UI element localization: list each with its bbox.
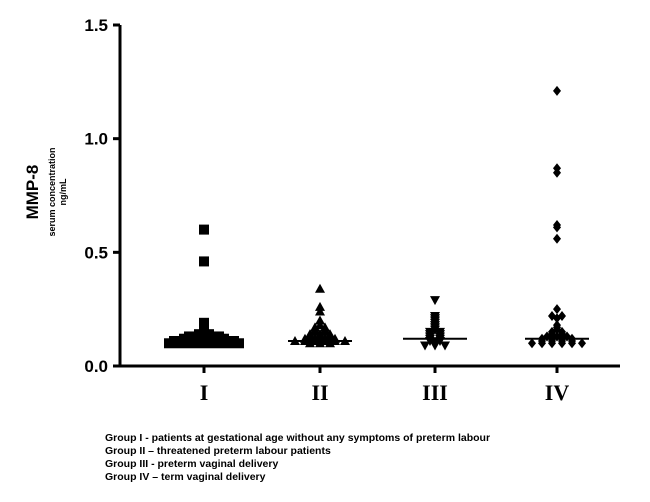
x-tick-label: IV	[545, 380, 570, 405]
note-group-1: Group I - patients at gestational age wi…	[105, 432, 491, 444]
y-axis-title: MMP-8	[23, 165, 42, 220]
data-point	[430, 339, 440, 349]
data-point	[553, 304, 561, 315]
data-point	[315, 329, 325, 339]
x-tick-label: III	[422, 380, 448, 405]
data-point	[430, 311, 440, 321]
data-point	[528, 338, 536, 349]
data-point	[425, 327, 435, 337]
y-axis-label: MMP-8 serum concentration ng/mL	[23, 147, 68, 236]
y-axis-subtitle-line-1: serum concentration	[47, 147, 57, 236]
data-point	[315, 338, 325, 348]
y-axis-subtitle-line-2: ng/mL	[58, 178, 68, 205]
data-point	[199, 317, 209, 328]
data-point	[548, 310, 556, 321]
scatter-chart: 0.00.51.01.5 I II III IV MMP-8 serum concen…	[23, 16, 620, 405]
note-group-4: Group IV – term vaginal delivery	[105, 471, 266, 483]
x-ticks: I II III IV	[200, 366, 570, 405]
group-legend-notes: Group I - patients at gestational age wi…	[105, 432, 490, 484]
data-point	[325, 338, 335, 348]
data-point	[553, 85, 561, 96]
data-point	[199, 326, 209, 337]
data-point	[199, 224, 209, 235]
series-group-3	[420, 296, 450, 351]
x-tick-label: I	[200, 380, 209, 405]
data-points	[164, 85, 586, 351]
data-point	[184, 331, 194, 342]
data-point	[558, 310, 566, 321]
data-point	[305, 329, 315, 339]
data-point	[214, 331, 224, 342]
data-point	[325, 329, 335, 339]
data-point	[420, 341, 430, 351]
data-point	[435, 327, 445, 337]
data-point	[553, 163, 561, 174]
data-point	[578, 338, 586, 349]
data-point	[315, 315, 325, 325]
data-point	[553, 320, 561, 331]
data-point	[320, 322, 330, 332]
data-point	[430, 296, 440, 306]
note-group-3: Group III - preterm vaginal delivery	[105, 458, 279, 470]
axes	[118, 25, 620, 368]
data-point	[440, 341, 450, 351]
y-tick-label: 1.5	[84, 16, 108, 35]
note-group-2: Group II – threatened preterm labour pat…	[105, 445, 331, 457]
data-point	[315, 301, 325, 311]
series-group-2	[290, 283, 350, 348]
data-point	[553, 233, 561, 244]
data-point	[553, 220, 561, 231]
data-point	[310, 322, 320, 332]
median-lines	[172, 337, 589, 342]
y-ticks: 0.0 0.5 1.0 1.5	[84, 16, 120, 376]
y-tick-label: 1.0	[84, 130, 108, 149]
data-point	[315, 283, 325, 293]
series-group-1	[164, 224, 244, 349]
x-tick-label: II	[311, 380, 328, 405]
data-point	[315, 320, 325, 330]
data-point	[315, 306, 325, 316]
y-tick-label: 0.5	[84, 243, 108, 262]
y-tick-label: 0.0	[84, 357, 108, 376]
series-group-4	[528, 85, 586, 349]
data-point	[199, 256, 209, 267]
data-point	[305, 338, 315, 348]
